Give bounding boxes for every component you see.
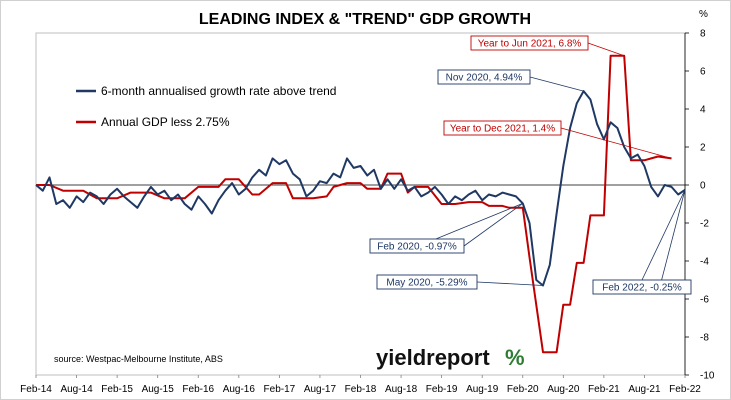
y-tick-label: -10 — [700, 371, 715, 382]
axes: 8 6 4 2 0 -2 -4 -6 -8 -10 Feb-14 Aug-14 Feb-15 Aug-15… — [20, 29, 715, 396]
annotation-label: May 2020, -5.29% — [386, 278, 467, 289]
x-tick-label: Aug-21 — [628, 384, 661, 395]
series-layer — [35, 54, 686, 354]
annotation-leader — [587, 42, 625, 57]
annotation-leader — [641, 189, 686, 281]
x-tick-label: Aug-14 — [60, 384, 93, 395]
x-tick-label: Feb-22 — [669, 384, 701, 395]
brand-name: yieldreport — [376, 345, 490, 370]
series-line-leading-index — [35, 90, 686, 287]
brand-symbol: % — [505, 345, 525, 370]
x-tick-label: Feb-16 — [182, 384, 214, 395]
annotation-feb-2022: Feb 2022, -0.25% — [592, 189, 692, 295]
annotation-box — [369, 238, 465, 254]
legend-label-gdp: Annual GDP less 2.75% — [101, 115, 230, 129]
annotation-label: Year to Dec 2021, 1.4% — [450, 124, 555, 135]
annotation-leader — [661, 189, 686, 281]
y-tick-label: 6 — [700, 67, 706, 78]
annotation-box — [437, 69, 531, 85]
annotation-box — [443, 120, 562, 136]
x-tick-label: Feb-17 — [264, 384, 296, 395]
annotation-box — [376, 274, 478, 290]
x-tick-label: Feb-18 — [345, 384, 377, 395]
annotation-nov-2020: Nov 2020, 4.94% — [437, 69, 584, 92]
x-tick-label: Aug-17 — [304, 384, 337, 395]
x-tick-label: Feb-15 — [101, 384, 133, 395]
y-tick-label: -4 — [700, 257, 709, 268]
annotation-leader — [476, 281, 544, 286]
annotation-jun-2021: Year to Jun 2021, 6.8% — [470, 35, 625, 57]
y-tick-label: 8 — [700, 29, 706, 40]
annotation-layer: Year to Jun 2021, 6.8% Nov 2020, 4.94% Yea… — [369, 35, 692, 295]
source-note: source: Westpac-Melbourne Institute, ABS — [54, 354, 223, 364]
y-tick-label: -2 — [700, 219, 709, 230]
y-tick-label: 4 — [700, 105, 706, 116]
x-tick-label: Feb-20 — [507, 384, 539, 395]
x-tick-label: Aug-16 — [223, 384, 256, 395]
y-tick-label: -8 — [700, 333, 709, 344]
annotation-label: Feb 2022, -0.25% — [602, 283, 682, 294]
series-line-gdp-less-trend — [36, 54, 672, 354]
annotation-box — [470, 35, 589, 51]
y-tick-label: -6 — [700, 295, 709, 306]
x-tick-label: Aug-19 — [466, 384, 499, 395]
annotation-label: Nov 2020, 4.94% — [446, 73, 523, 84]
chart-title: LEADING INDEX & "TREND" GDP GROWTH — [199, 11, 531, 28]
y-tick-label: 0 — [700, 181, 706, 192]
x-tick-label: Feb-21 — [588, 384, 620, 395]
annotation-label: Feb 2020, -0.97% — [377, 242, 457, 253]
annotation-box — [592, 279, 692, 295]
annotation-leader — [435, 203, 523, 240]
legend-label-leading-index: 6-month annualised growth rate above tre… — [101, 84, 336, 98]
x-tick-label: Feb-19 — [426, 384, 458, 395]
legend: 6-month annualised growth rate above tre… — [76, 84, 336, 129]
x-tick-label: Aug-15 — [142, 384, 175, 395]
annotation-label: Year to Jun 2021, 6.8% — [478, 39, 582, 50]
annotation-leader — [529, 76, 584, 92]
x-tick-label: Feb-14 — [20, 384, 52, 395]
y-tick-label: 2 — [700, 143, 706, 154]
annotation-feb-2020: Feb 2020, -0.97% — [369, 203, 523, 254]
annotation-leader — [560, 127, 672, 159]
annotation-dec-2021: Year to Dec 2021, 1.4% — [443, 120, 672, 159]
annotation-may-2020: May 2020, -5.29% — [376, 274, 544, 290]
annotation-leader — [463, 203, 523, 247]
y-axis-unit: % — [699, 9, 708, 20]
brand-logo: yieldreport % — [376, 345, 525, 370]
x-tick-label: Aug-20 — [547, 384, 580, 395]
x-tick-label: Aug-18 — [385, 384, 418, 395]
